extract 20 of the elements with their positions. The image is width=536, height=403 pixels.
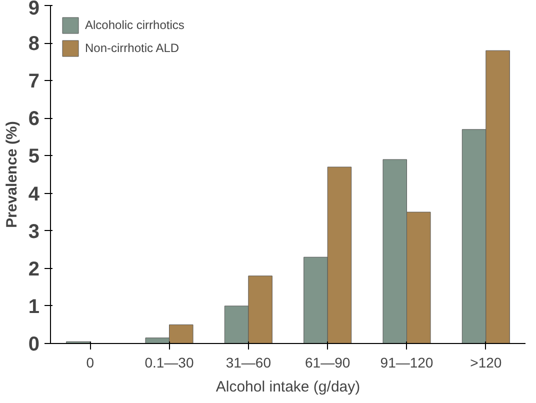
- y-axis-title: Prevalence (%): [3, 121, 20, 228]
- x-tick-label: 31—60: [226, 354, 272, 370]
- y-tick-label: 0: [28, 334, 40, 356]
- x-tick-label: 91—120: [380, 354, 434, 370]
- y-tick-label: 7: [28, 70, 40, 93]
- y-tick-label: 1: [28, 296, 40, 318]
- y-tick-label: 6: [28, 108, 40, 130]
- x-tick-label: 0: [86, 354, 94, 370]
- y-tick-label: 9: [28, 0, 40, 20]
- x-tick-label: 61—90: [305, 354, 350, 370]
- legend-label: Non-cirrhotic ALD: [85, 41, 180, 55]
- legend-label: Alcoholic cirrhotics: [85, 18, 184, 32]
- y-tick-label: 8: [28, 33, 40, 56]
- y-tick-label: 3: [28, 220, 40, 243]
- y-tick-label: 4: [28, 183, 40, 206]
- x-tick-label: 0.1—30: [144, 354, 194, 370]
- x-axis-title: Alcohol intake (g/day): [216, 378, 360, 396]
- y-tick-label: 2: [28, 258, 40, 280]
- x-tick-label: >120: [470, 354, 502, 370]
- y-tick-label: 5: [28, 146, 40, 168]
